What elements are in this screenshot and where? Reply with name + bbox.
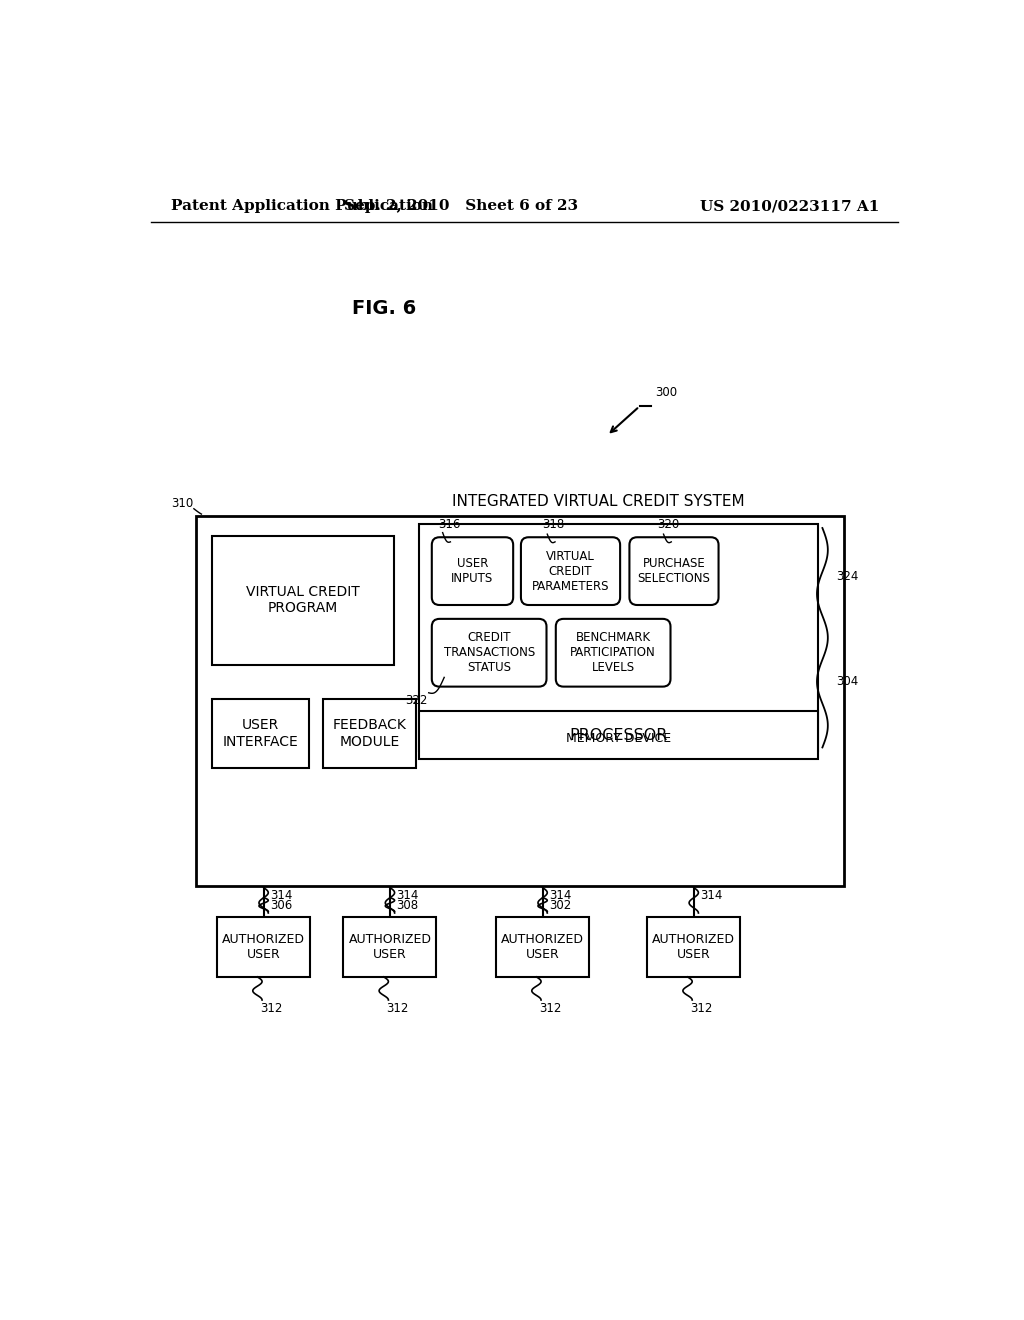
Text: 312: 312 [690, 1002, 713, 1015]
Bar [496, 917, 589, 977]
Text: 320: 320 [657, 517, 680, 531]
Text: AUTHORIZED
USER: AUTHORIZED USER [501, 933, 584, 961]
Text: 312: 312 [260, 1002, 283, 1015]
FancyBboxPatch shape [432, 619, 547, 686]
Bar [217, 917, 310, 977]
Text: 314: 314 [700, 890, 722, 902]
Text: 324: 324 [837, 570, 859, 582]
Text: 304: 304 [837, 675, 858, 688]
Bar [419, 711, 818, 759]
Text: MEMORY DEVICE: MEMORY DEVICE [565, 733, 671, 746]
Text: PURCHASE
SELECTIONS: PURCHASE SELECTIONS [638, 557, 711, 585]
Text: Patent Application Publication: Patent Application Publication [171, 199, 432, 213]
FancyBboxPatch shape [630, 537, 719, 605]
Text: BENCHMARK
PARTICIPATION
LEVELS: BENCHMARK PARTICIPATION LEVELS [570, 631, 656, 675]
Text: 302: 302 [549, 899, 571, 912]
Bar [197, 516, 844, 886]
FancyBboxPatch shape [556, 619, 671, 686]
Text: 314: 314 [396, 890, 419, 902]
Text: 314: 314 [270, 890, 292, 902]
Text: 312: 312 [386, 1002, 409, 1015]
Text: VIRTUAL
CREDIT
PARAMETERS: VIRTUAL CREDIT PARAMETERS [531, 549, 609, 593]
Text: USER
INPUTS: USER INPUTS [452, 557, 494, 585]
Text: Sep. 2, 2010   Sheet 6 of 23: Sep. 2, 2010 Sheet 6 of 23 [344, 199, 579, 213]
Text: AUTHORIZED
USER: AUTHORIZED USER [652, 933, 735, 961]
FancyBboxPatch shape [521, 537, 621, 605]
Text: US 2010/0223117 A1: US 2010/0223117 A1 [700, 199, 880, 213]
Text: 314: 314 [549, 890, 571, 902]
Text: 308: 308 [396, 899, 418, 912]
FancyBboxPatch shape [432, 537, 513, 605]
Text: CREDIT
TRANSACTIONS
STATUS: CREDIT TRANSACTIONS STATUS [443, 631, 535, 675]
Text: 312: 312 [539, 1002, 561, 1015]
Text: 310: 310 [172, 498, 194, 511]
Bar [212, 700, 308, 768]
Text: PROCESSOR: PROCESSOR [569, 727, 668, 743]
Text: 322: 322 [406, 694, 428, 708]
Text: USER
INTERFACE: USER INTERFACE [222, 718, 298, 748]
Bar [419, 524, 818, 751]
Text: 306: 306 [270, 899, 292, 912]
Bar [343, 917, 436, 977]
Bar [324, 700, 417, 768]
Text: AUTHORIZED
USER: AUTHORIZED USER [222, 933, 305, 961]
Text: FIG. 6: FIG. 6 [351, 300, 416, 318]
Text: 318: 318 [543, 517, 565, 531]
Text: FEEDBACK
MODULE: FEEDBACK MODULE [333, 718, 407, 748]
Text: VIRTUAL CREDIT
PROGRAM: VIRTUAL CREDIT PROGRAM [246, 585, 359, 615]
Text: 316: 316 [438, 517, 461, 531]
Text: INTEGRATED VIRTUAL CREDIT SYSTEM: INTEGRATED VIRTUAL CREDIT SYSTEM [452, 494, 744, 508]
Bar [212, 536, 394, 665]
Bar [647, 917, 740, 977]
Text: AUTHORIZED
USER: AUTHORIZED USER [348, 933, 431, 961]
Text: 300: 300 [655, 387, 677, 400]
